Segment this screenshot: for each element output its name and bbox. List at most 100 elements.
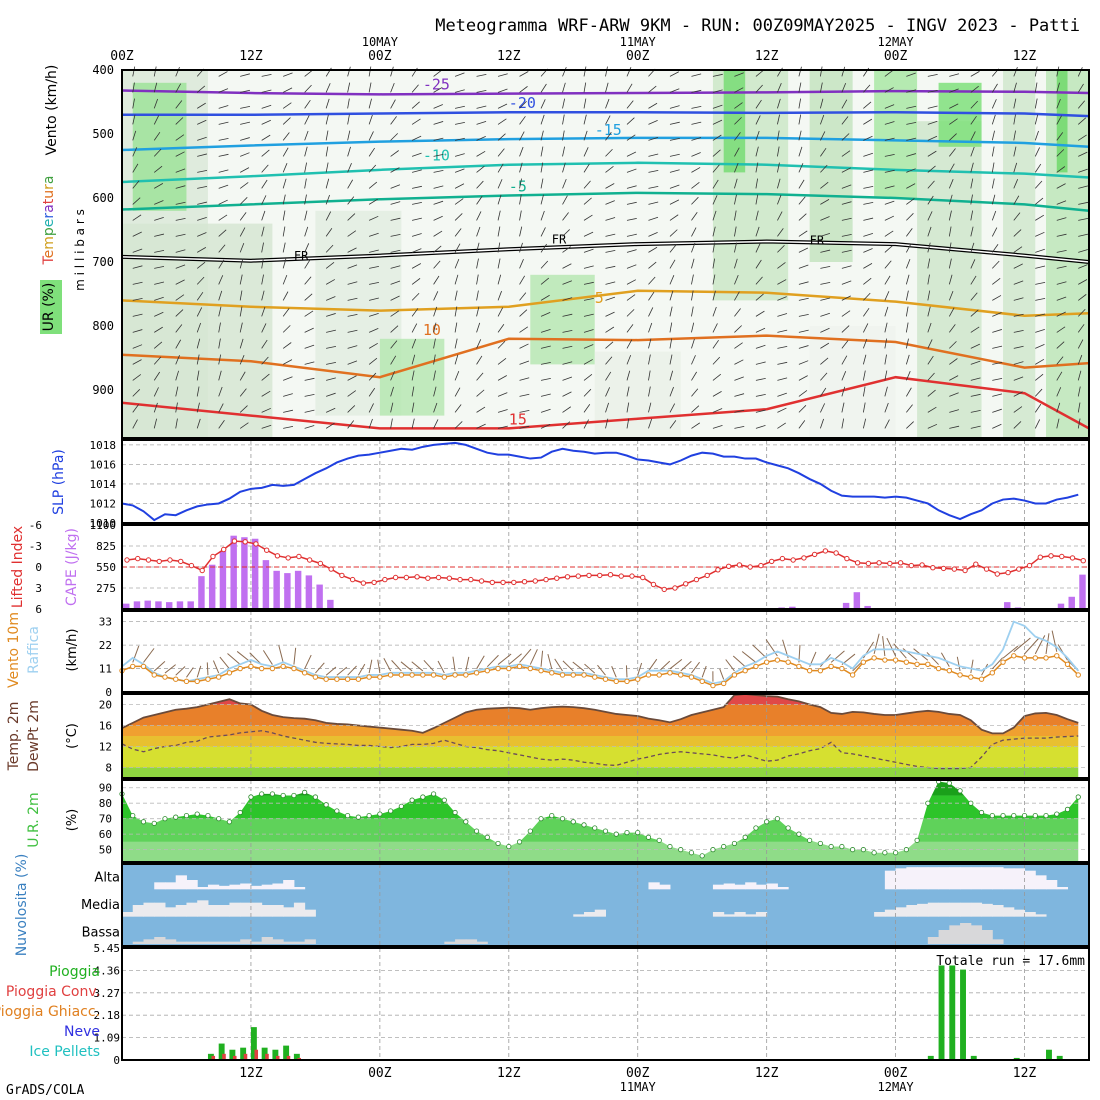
wind-barb (347, 98, 350, 109)
wind-barb (325, 227, 333, 237)
wind-point (570, 672, 576, 678)
wind-barb (304, 178, 307, 189)
wind-point (935, 665, 942, 672)
wind-tick: 22 (99, 639, 112, 652)
cloud-cell (476, 941, 488, 944)
cloud-cell (992, 905, 1004, 917)
cloud-cell (1024, 870, 1036, 890)
cloud-cell (927, 937, 940, 944)
wind-barb (390, 386, 394, 397)
wind-barb (862, 418, 867, 429)
wind-barb (175, 151, 185, 157)
wind-barb (562, 361, 573, 365)
wind-barb (712, 119, 723, 125)
wind-barb (949, 324, 956, 333)
wind-barb (497, 409, 508, 413)
wind-barb (261, 290, 265, 301)
conv-rain-bar (232, 1055, 237, 1060)
rh-point (925, 800, 931, 806)
wind-barb (175, 83, 182, 93)
rh-tick: 50 (99, 844, 112, 857)
wind-tick: 0 (105, 686, 112, 699)
wind-barb (712, 179, 719, 189)
wind-barb (841, 66, 846, 77)
wind-barb (476, 322, 481, 333)
wind-barb (1034, 66, 1038, 77)
cloud-cell (207, 941, 220, 944)
wind-barb (261, 424, 272, 429)
wind-barb (691, 106, 702, 109)
wind-barb (712, 242, 716, 253)
wind-arrow (391, 660, 402, 672)
cape-bar (842, 602, 850, 609)
wind-barb (153, 82, 158, 93)
rh-shade (1056, 70, 1068, 173)
wind-point (355, 676, 362, 682)
wind-barb (884, 370, 888, 381)
wind-arrow (970, 659, 974, 674)
rh-point (237, 809, 243, 816)
wind-barb (862, 370, 866, 381)
wind-barb (1056, 371, 1063, 381)
wind-barb (605, 281, 616, 285)
wind-arrow (175, 666, 186, 676)
wind-barb (197, 217, 207, 221)
wind-arrow (956, 656, 961, 672)
wind-barb (970, 85, 979, 93)
wind-barb (1056, 387, 1062, 397)
wind-barb (648, 169, 659, 173)
temp-band (122, 746, 1079, 768)
wind-barb (669, 214, 679, 221)
wind-barb (948, 242, 952, 253)
wind-barb (755, 146, 759, 157)
wind-barb (906, 404, 913, 413)
wind-barb (626, 201, 637, 205)
wind-barb (1077, 100, 1086, 109)
wind-arrow (212, 660, 220, 674)
rh-point (248, 794, 254, 800)
wind-arrow (383, 658, 392, 672)
cloud-cell (304, 939, 316, 944)
wind-barb (433, 260, 441, 269)
wind-barb (368, 131, 374, 141)
wind-barb (239, 371, 246, 381)
wind-barb (175, 218, 186, 221)
wind-barb (390, 184, 401, 189)
wind-point (205, 676, 211, 682)
wind-barb (884, 200, 895, 205)
wind-barb (1013, 280, 1024, 285)
wind-barb (368, 147, 375, 157)
wind-barb (927, 322, 932, 333)
cape-bar (251, 538, 259, 609)
li-point (940, 565, 947, 572)
rh2m-label: U.R. 2m (26, 792, 42, 847)
cape-bar (853, 592, 861, 609)
cloud-cell (175, 941, 187, 944)
wind-barb (648, 386, 651, 397)
wind-barb (798, 420, 806, 429)
wind-barb (669, 244, 677, 253)
wind-point (312, 674, 319, 680)
freezing-line-inner (121, 240, 1090, 263)
wind-barb (1013, 297, 1024, 301)
wind-barb (862, 354, 867, 365)
wind-point (495, 665, 501, 672)
wind-barb (1013, 391, 1023, 397)
wind-barb (239, 167, 250, 173)
temp-band (122, 767, 1079, 778)
rh-point (323, 802, 329, 808)
wind-barb (798, 196, 806, 205)
wind-barb (132, 344, 143, 349)
conv-rain-bar (275, 1055, 280, 1060)
top-date-label: 12MAY (878, 35, 915, 49)
wind-barb (1056, 356, 1064, 365)
wind-barb (153, 165, 163, 173)
wind-barb (605, 341, 614, 349)
wind-barb (197, 247, 207, 253)
wind-barb (411, 354, 416, 365)
wind-barb (304, 162, 308, 173)
wind-barb (519, 194, 522, 205)
wind-barb (1013, 246, 1023, 253)
wind-barb (906, 122, 917, 125)
